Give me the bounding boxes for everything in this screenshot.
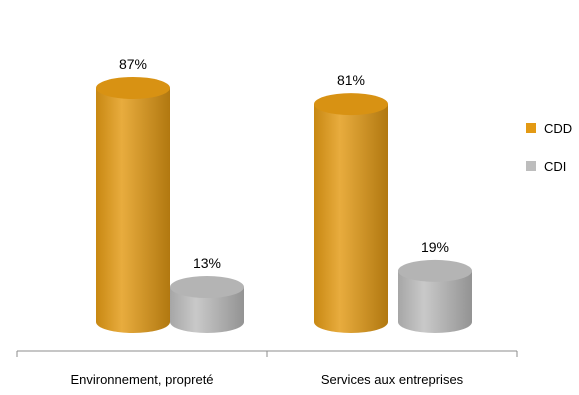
- legend-swatch-cdd: [526, 123, 536, 133]
- bar-cdd-2: [314, 104, 388, 333]
- data-label-cdi-1: 13%: [193, 255, 221, 271]
- data-label-cdd-2: 81%: [337, 72, 365, 88]
- x-tick-label-1: Environnement, propreté: [70, 372, 213, 387]
- data-label-cdi-2: 19%: [421, 239, 449, 255]
- legend-label-cdd: CDD: [544, 120, 573, 136]
- bar-top-cdd-1: [96, 76, 170, 99]
- bar-top-cdd-2: [314, 93, 388, 116]
- bar-top-cdi-1: [170, 276, 244, 299]
- legend-label-cdi: CDI: [544, 158, 567, 174]
- data-label-cdd-1: 87%: [119, 56, 147, 72]
- bar-cdi-1: [170, 287, 244, 333]
- legend-item-cdd: CDD: [526, 120, 572, 136]
- bar-cdd-1: [96, 87, 170, 333]
- legend: CDD CDI: [526, 120, 572, 196]
- x-tick-label-2: Services aux entreprises: [321, 372, 464, 387]
- legend-item-cdi: CDI: [526, 158, 572, 174]
- bar-top-cdi-2: [398, 259, 472, 282]
- bar-cdi-2: [398, 270, 472, 333]
- legend-swatch-cdi: [526, 161, 536, 171]
